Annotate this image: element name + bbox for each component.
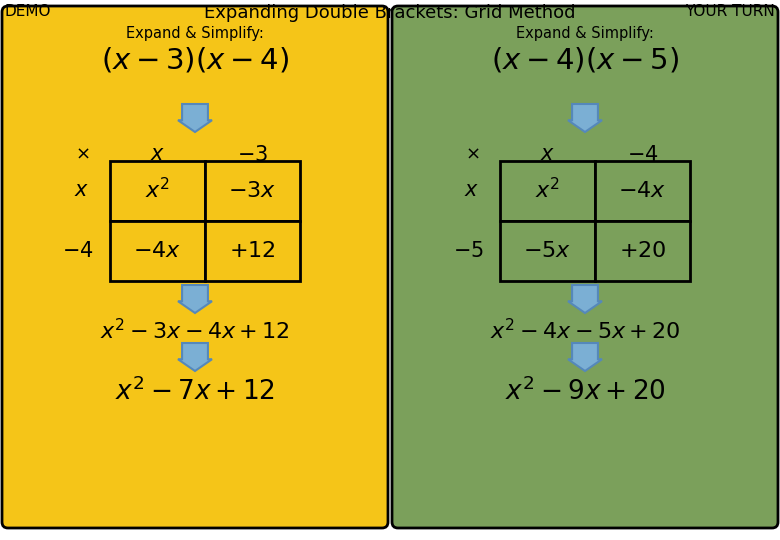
Text: Expand & Simplify:: Expand & Simplify: <box>126 26 264 41</box>
Text: YOUR TURN: YOUR TURN <box>686 4 775 19</box>
Text: $\times$: $\times$ <box>465 145 480 163</box>
Bar <box>500 161 595 221</box>
Polygon shape <box>178 285 212 313</box>
Text: $-5x$: $-5x$ <box>523 240 572 262</box>
Text: $x^2 - 4x - 5x + 20$: $x^2 - 4x - 5x + 20$ <box>490 319 680 344</box>
Bar <box>110 161 205 221</box>
Bar <box>205 161 300 221</box>
Text: $+20$: $+20$ <box>619 240 666 262</box>
Text: $x$: $x$ <box>540 145 555 164</box>
Bar <box>595 221 690 281</box>
Bar <box>205 221 300 281</box>
Text: $+12$: $+12$ <box>229 240 276 262</box>
Text: DEMO: DEMO <box>5 4 51 19</box>
Text: $x^2$: $x^2$ <box>145 178 170 204</box>
Text: $x$: $x$ <box>464 181 480 200</box>
Text: $x^2 - 9x + 20$: $x^2 - 9x + 20$ <box>505 377 665 406</box>
Text: $x^2 - 3x - 4x + 12$: $x^2 - 3x - 4x + 12$ <box>100 319 290 344</box>
Polygon shape <box>568 285 602 313</box>
Text: $-4$: $-4$ <box>62 241 94 261</box>
Text: $-4$: $-4$ <box>626 145 658 165</box>
Text: $(x-4)(x-5)$: $(x-4)(x-5)$ <box>491 46 679 75</box>
Text: $-4x$: $-4x$ <box>133 240 182 262</box>
Text: $x^2 - 7x + 12$: $x^2 - 7x + 12$ <box>115 377 275 406</box>
Polygon shape <box>568 104 602 132</box>
Text: $(x-3)(x-4)$: $(x-3)(x-4)$ <box>101 46 289 75</box>
Polygon shape <box>178 343 212 371</box>
FancyBboxPatch shape <box>392 6 778 528</box>
FancyBboxPatch shape <box>2 6 388 528</box>
Bar <box>110 221 205 281</box>
Polygon shape <box>568 343 602 371</box>
Text: $\times$: $\times$ <box>75 145 90 163</box>
Text: Expand & Simplify:: Expand & Simplify: <box>516 26 654 41</box>
Polygon shape <box>178 104 212 132</box>
Text: $x$: $x$ <box>74 181 90 200</box>
Text: $x$: $x$ <box>150 145 165 164</box>
Text: $x^2$: $x^2$ <box>535 178 560 204</box>
Bar <box>500 221 595 281</box>
Text: Expanding Double Brackets: Grid Method: Expanding Double Brackets: Grid Method <box>204 4 576 22</box>
Text: $-3x$: $-3x$ <box>229 180 277 202</box>
Text: $-4x$: $-4x$ <box>619 180 667 202</box>
Text: $-5$: $-5$ <box>452 241 484 261</box>
Text: $-3$: $-3$ <box>237 145 268 165</box>
Bar <box>595 161 690 221</box>
